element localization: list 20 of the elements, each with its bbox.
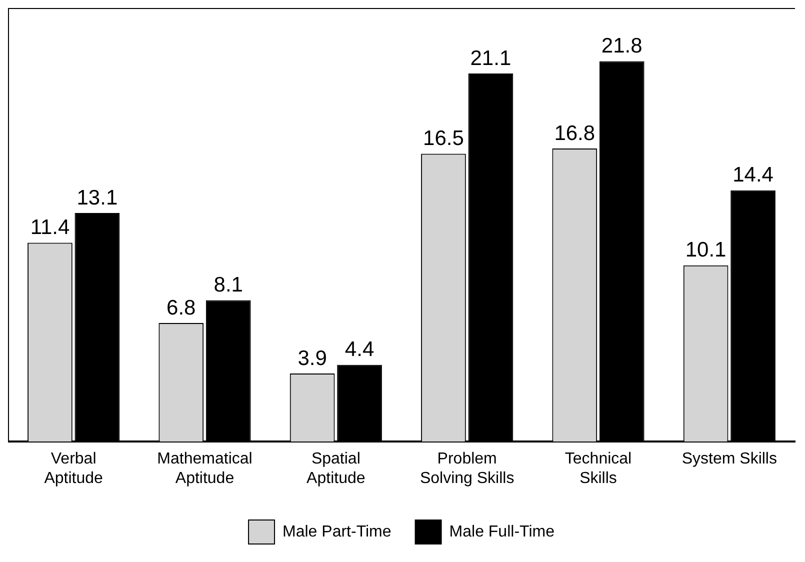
data-label: 4.4 bbox=[344, 338, 374, 362]
data-label: 21.8 bbox=[601, 34, 642, 58]
x-tick-label: Problem Solving Skills bbox=[420, 450, 514, 487]
data-label: 16.5 bbox=[423, 127, 464, 150]
data-label: 16.8 bbox=[554, 122, 596, 145]
x-tick-label: Technical Skills bbox=[564, 450, 632, 487]
x-tick-label: System Skills bbox=[682, 450, 777, 468]
data-label: 11.4 bbox=[30, 216, 70, 239]
data-label: 10.1 bbox=[685, 238, 726, 262]
data-label: 13.1 bbox=[76, 186, 118, 210]
x-tick-label: Verbal Aptitude bbox=[44, 450, 104, 487]
data-label: 14.4 bbox=[732, 164, 774, 187]
data-label: 21.1 bbox=[470, 46, 512, 70]
data-label: 3.9 bbox=[298, 346, 327, 370]
data-label: 8.1 bbox=[214, 274, 243, 297]
legend-label: Male Full-Time bbox=[449, 523, 555, 540]
x-tick-label: Spatial Aptitude bbox=[306, 450, 366, 487]
x-tick-label: Mathematical Aptitude bbox=[157, 450, 252, 487]
legend-label: Male Part-Time bbox=[282, 523, 392, 540]
data-label: 6.8 bbox=[166, 296, 196, 320]
